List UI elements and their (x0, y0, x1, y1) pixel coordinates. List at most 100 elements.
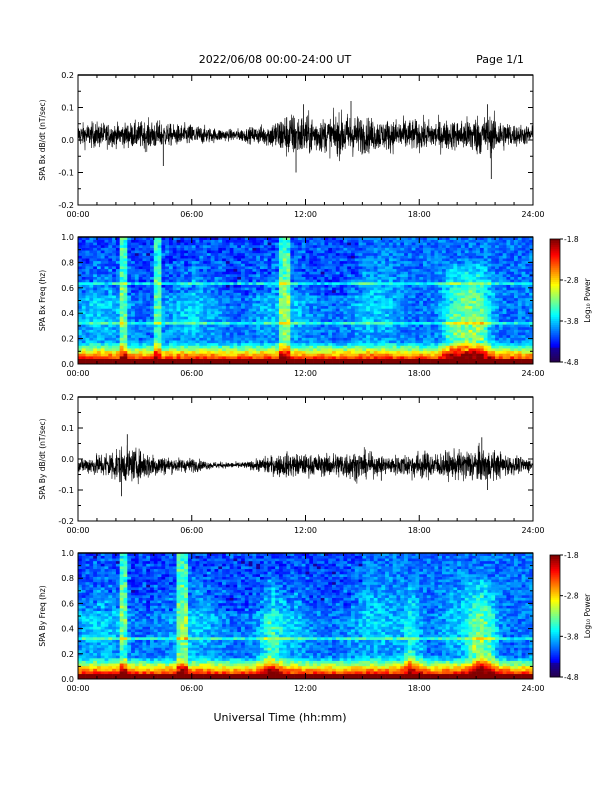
spectrogram-cell (112, 260, 117, 264)
spectrogram-cell (282, 356, 287, 360)
spectrogram-cell (381, 300, 386, 304)
spectrogram-cell (301, 237, 306, 240)
spectrogram-cell (328, 308, 333, 312)
spectrogram-cell (146, 281, 151, 285)
spectrogram-cell (199, 303, 204, 307)
spectrogram-cell (294, 247, 299, 251)
spectrogram-cell (362, 353, 367, 357)
spectrogram-cell (138, 247, 143, 251)
spectrogram-cell (241, 287, 246, 291)
spectrogram-cell (218, 300, 223, 304)
spectrogram-cell (362, 252, 367, 256)
spectrogram-cell (85, 340, 90, 344)
spectrogram-cell (442, 316, 447, 320)
spectrogram-cell (290, 332, 295, 336)
spectrogram-cell (301, 297, 306, 301)
spectrogram-cell (415, 311, 420, 315)
spectrogram-cell (153, 247, 158, 251)
spectrogram-cell (290, 297, 295, 301)
spectrogram-cell (351, 244, 356, 248)
spectrogram-cell (275, 348, 280, 352)
spectrogram-cell (210, 281, 215, 285)
spectrogram-cell (286, 279, 291, 283)
spectrogram-cell (195, 340, 200, 344)
spectrogram-cell (343, 268, 348, 272)
spectrogram-cell (222, 348, 227, 352)
spectrogram-cell (396, 308, 401, 312)
spectrogram-cell (419, 297, 424, 301)
spectrogram-cell (134, 300, 139, 304)
spectrogram-cell (142, 308, 147, 312)
spectrogram-cell (104, 350, 109, 354)
spectrogram-cell (233, 281, 238, 285)
spectrogram-cell (426, 300, 431, 304)
spectrogram-cell (309, 242, 314, 246)
spectrogram-cell (347, 345, 352, 349)
spectrogram-cell (347, 313, 352, 317)
spectrogram-cell (316, 313, 321, 317)
spectrogram-cell (460, 348, 466, 352)
spectrogram-cell (93, 289, 98, 293)
spectrogram-cell (430, 329, 435, 333)
spectrogram-cell (150, 353, 155, 357)
spectrogram-cell (385, 295, 390, 299)
spectrogram-cell (161, 276, 166, 280)
spectrogram-cell (275, 244, 280, 248)
spectrogram-cell (260, 348, 265, 352)
spectrogram-cell (426, 342, 431, 346)
spectrogram-cell (210, 250, 215, 254)
spectrogram-cell (316, 311, 321, 315)
spectrogram-cell (214, 237, 219, 240)
spectrogram-cell (153, 329, 158, 333)
spectrogram-cell (115, 292, 121, 296)
spectrogram-cell (396, 297, 401, 301)
spectrogram-cell (332, 271, 337, 275)
spectrogram-cell (449, 289, 454, 293)
spectrogram-cell (146, 292, 151, 296)
spectrogram-cell (78, 316, 83, 320)
spectrogram-cell (404, 247, 409, 251)
spectrogram-cell (123, 305, 128, 309)
spectrogram-cell (373, 361, 378, 365)
spectrogram-cell (343, 316, 348, 320)
spectrogram-cell (351, 308, 356, 312)
spectrogram-cell (172, 334, 177, 338)
spectrogram-cell (339, 263, 344, 267)
spectrogram-cell (146, 311, 151, 315)
spectrogram-cell (335, 308, 340, 312)
spectrogram-cell (153, 284, 158, 288)
spectrogram-cell (445, 255, 450, 259)
spectrogram-cell (369, 337, 375, 341)
spectrogram-cell (123, 329, 128, 333)
spectrogram-cell (332, 340, 337, 344)
spectrogram-cell (282, 308, 287, 312)
spectrogram-cell (373, 316, 378, 320)
spectrogram-cell (263, 348, 268, 352)
spectrogram-cell (233, 329, 238, 333)
spectrogram-cell (138, 287, 143, 291)
spectrogram-cell (430, 263, 435, 267)
spectrogram-cell (244, 247, 249, 251)
spectrogram-cell (260, 345, 265, 349)
spectrogram-cell (278, 337, 284, 341)
spectrogram-cell (233, 279, 238, 283)
spectrogram-cell (81, 348, 86, 352)
spectrogram-cell (335, 266, 340, 270)
spectrogram-cell (206, 329, 212, 333)
spectrogram-cell (339, 316, 344, 320)
spectrogram-cell (229, 329, 234, 333)
spectrogram-cell (81, 258, 86, 262)
spectrogram-cell (335, 353, 340, 357)
spectrogram-cell (131, 284, 136, 288)
spectrogram-cell (328, 239, 333, 243)
spectrogram-cell (237, 326, 242, 330)
spectrogram-cell (146, 271, 151, 275)
spectrogram-cell (203, 252, 208, 256)
spectrogram-cell (146, 308, 151, 312)
spectrogram-cell (301, 263, 306, 267)
spectrogram-cell (332, 266, 337, 270)
spectrogram-cell (199, 297, 204, 301)
spectrogram-cell (426, 332, 431, 336)
spectrogram-cell (438, 350, 443, 354)
spectrogram-cell (184, 334, 189, 338)
